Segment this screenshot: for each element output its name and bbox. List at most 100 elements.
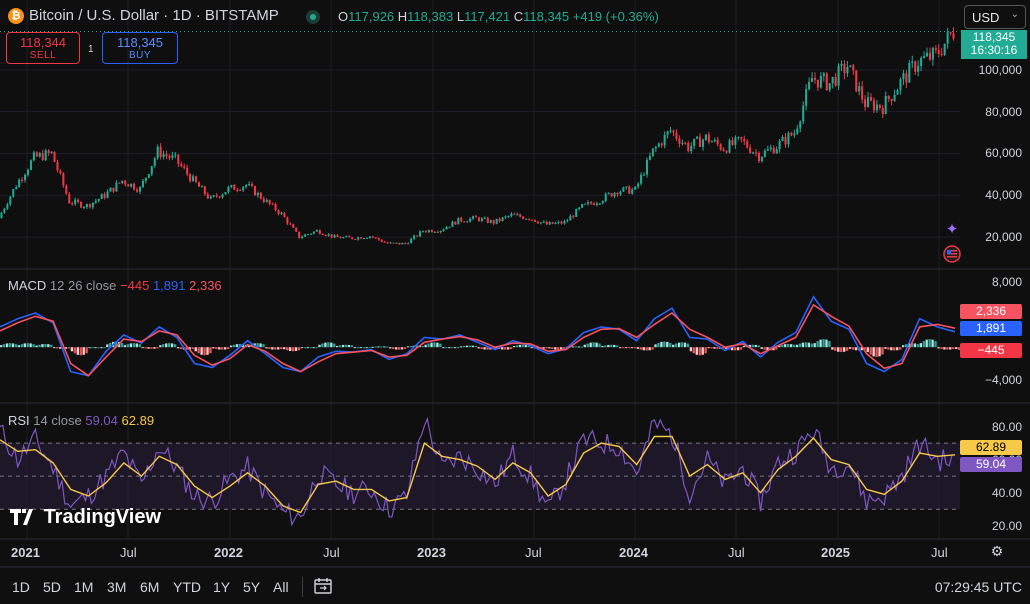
macd-histogram-bar (657, 342, 660, 348)
price-candle (802, 105, 805, 122)
price-candle (324, 234, 327, 236)
price-candle (805, 89, 808, 106)
macd-histogram-bar (713, 347, 716, 349)
price-candle (65, 185, 68, 194)
timeframe-button[interactable]: 5Y (243, 579, 261, 595)
macd-histogram-bar (798, 343, 802, 348)
price-candle (262, 198, 265, 202)
macd-histogram-bar (150, 347, 153, 349)
sell-button[interactable]: 118,344 SELL (6, 32, 80, 64)
timeframe-button[interactable]: YTD (173, 579, 201, 595)
ohlc-values: O117,926 H118,383 L117,421 C118,345 +419… (338, 9, 659, 24)
time-axis-label: Jul (525, 545, 542, 560)
macd-histogram-bar (648, 347, 651, 351)
macd-histogram-bar (754, 344, 757, 348)
macd-histogram-bar (618, 347, 622, 349)
macd-histogram-bar (695, 347, 698, 355)
price-candle (489, 220, 492, 223)
macd-histogram-bar (598, 343, 601, 348)
macd-histogram-bar (828, 341, 831, 348)
timeframe-button[interactable]: 5D (43, 579, 61, 595)
macd-histogram-bar (890, 347, 893, 351)
price-candle (12, 189, 15, 197)
price-candle (728, 140, 731, 153)
price-candle (819, 75, 822, 88)
price-candle (209, 196, 212, 199)
macd-histogram-bar (616, 345, 619, 348)
price-candle (183, 166, 186, 168)
timeframe-button[interactable]: 1M (74, 579, 94, 595)
macd-histogram-bar (135, 343, 138, 348)
price-candle (852, 65, 855, 71)
timeframe-button[interactable]: 3M (107, 579, 127, 595)
macd-histogram-bar (733, 347, 737, 351)
macd-histogram-bar (347, 344, 351, 348)
macd-histogram-bar (512, 345, 516, 348)
price-candle (928, 52, 931, 60)
macd-histogram-bar (898, 347, 902, 350)
settings-gear-icon[interactable]: ⚙ (990, 543, 1004, 559)
macd-histogram-bar (439, 343, 442, 348)
macd-histogram-bar (380, 346, 383, 348)
date-range-icon[interactable] (313, 576, 333, 599)
macd-histogram-bar (129, 343, 133, 348)
macd-histogram-bar (881, 347, 884, 355)
currency-select[interactable]: USD ⌄ (964, 5, 1026, 29)
time-axis-label: 2025 (821, 545, 850, 560)
price-candle (525, 218, 528, 220)
macd-histogram-bar (203, 347, 206, 356)
price-candle (722, 149, 725, 152)
macd-histogram-bar (462, 345, 466, 348)
price-candle (15, 187, 18, 190)
price-candle (937, 49, 940, 54)
ai-sparkle-icon[interactable]: ✦ (945, 221, 959, 238)
macd-histogram-bar (156, 347, 159, 349)
macd-histogram-bar (627, 347, 631, 349)
macd-histogram-bar (392, 347, 395, 350)
price-candle (796, 128, 799, 134)
price-candle (654, 146, 657, 149)
price-candle (85, 204, 88, 207)
buy-button[interactable]: 118,345 BUY (102, 32, 178, 64)
price-candle (21, 179, 24, 181)
macd-histogram-bar (397, 347, 401, 350)
macd-histogram-bar (851, 347, 855, 350)
rsi-axis-label: 40.00 (991, 485, 1022, 500)
price-candle (71, 203, 74, 205)
macd-histogram-bar (209, 347, 212, 354)
macd-histogram-bar (433, 342, 436, 348)
us-flag-icon[interactable] (942, 245, 962, 265)
rsi-legend[interactable]: RSI 14 close 59.04 62.89 (8, 413, 154, 428)
macd-histogram-bar (527, 345, 530, 348)
timeframe-button[interactable]: 1Y (213, 579, 231, 595)
price-candle (454, 221, 457, 225)
macd-histogram-bar (642, 347, 645, 351)
price-candle (416, 235, 419, 237)
macd-histogram-bar (0, 345, 3, 348)
macd-line (0, 295, 956, 377)
price-candle (592, 203, 595, 205)
macd-histogram-bar (834, 347, 837, 351)
macd-legend[interactable]: MACD 12 26 close −445 1,891 2,336 (8, 278, 222, 293)
timeframe-button[interactable]: 1D (12, 579, 30, 595)
sell-price: 118,344 (19, 35, 67, 50)
price-candle (32, 152, 35, 161)
time-axis-label: 2024 (619, 545, 648, 560)
price-candle (3, 208, 6, 213)
price-candle (59, 170, 62, 174)
utc-clock[interactable]: 07:29:45 UTC (934, 579, 1022, 595)
macd-histogram-bar (943, 347, 946, 350)
price-candle (80, 201, 83, 208)
price-candle (504, 216, 507, 218)
market-status-icon[interactable] (306, 10, 320, 24)
price-candle (94, 200, 97, 203)
price-candle (259, 192, 262, 199)
timeframe-button[interactable]: 6M (140, 579, 160, 595)
macd-histogram-bar (126, 344, 130, 348)
symbol-title[interactable]: Bitcoin / U.S. Dollar · 1D · BITSTAMP (29, 7, 279, 24)
price-axis-label: 20,000 (985, 230, 1022, 245)
macd-histogram-bar (574, 346, 578, 348)
timeframe-button[interactable]: All (273, 579, 289, 595)
macd-histogram-bar (680, 342, 684, 348)
